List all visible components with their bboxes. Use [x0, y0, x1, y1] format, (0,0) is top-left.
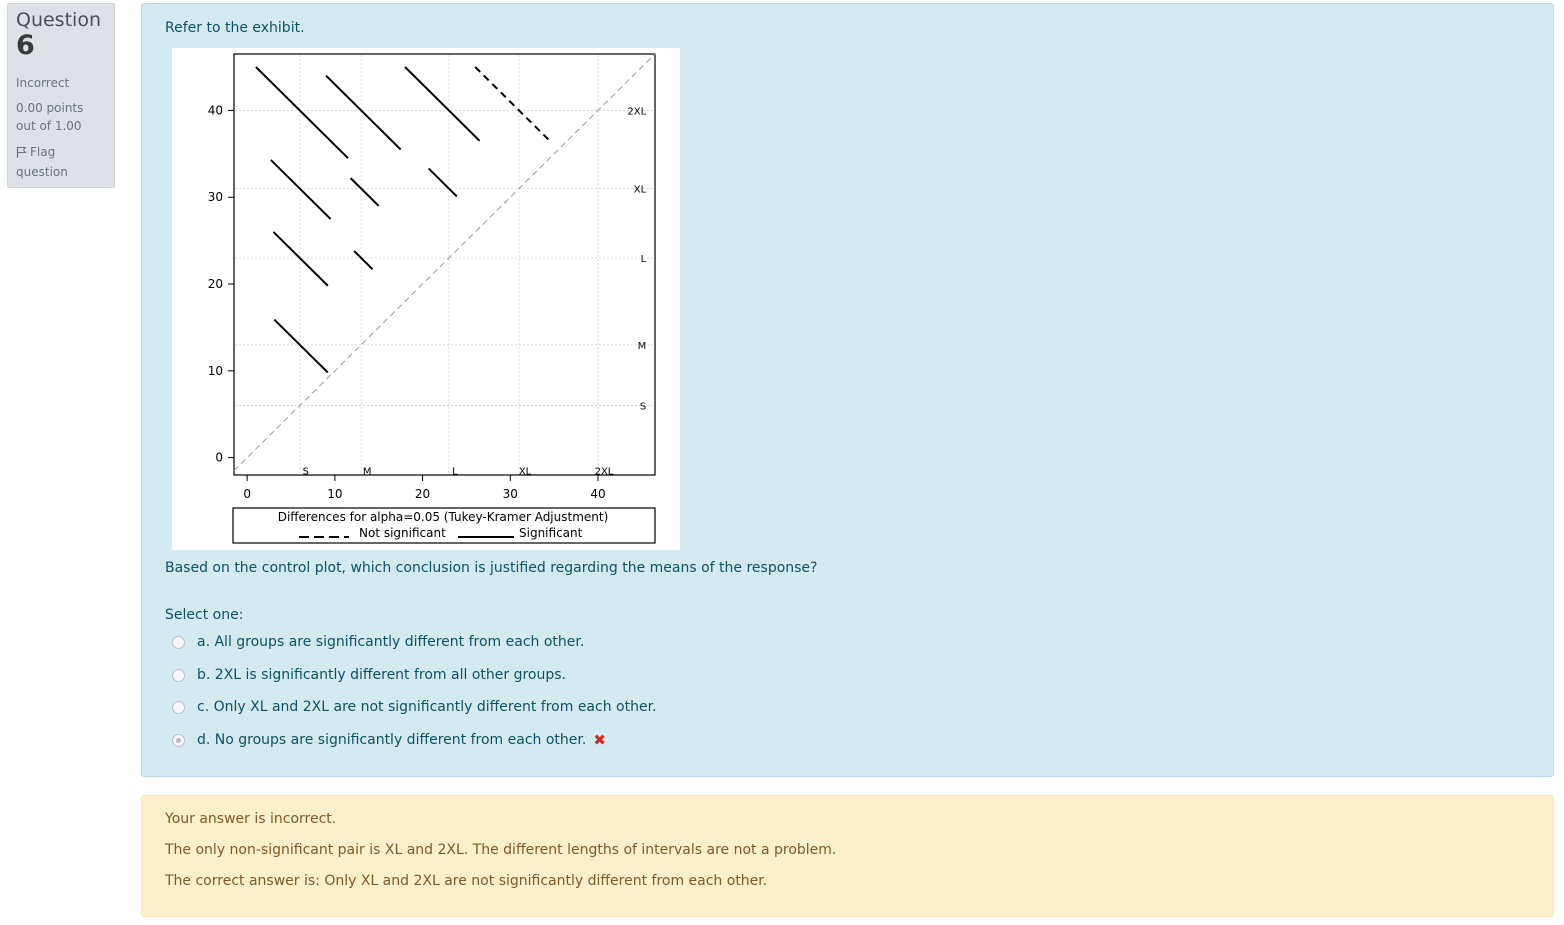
flag-label: Flag question — [16, 145, 68, 179]
question-info-panel: Question 6 Incorrect 0.00 points out of … — [7, 3, 115, 188]
group-label-x: S — [303, 467, 309, 478]
x-tick-label: 30 — [503, 487, 518, 501]
reference-diagonal — [233, 53, 656, 472]
question-intro: Refer to the exhibit. — [165, 20, 305, 36]
radio-button[interactable] — [172, 635, 185, 649]
x-tick-label: 10 — [327, 487, 342, 501]
significant-interval — [325, 74, 402, 151]
flag-question-link[interactable]: Flag question — [16, 143, 106, 181]
y-tick-label: 40 — [208, 103, 223, 117]
right-answer: The correct answer is: Only XL and 2XL a… — [165, 873, 768, 889]
legend-label-significant: Significant — [519, 526, 583, 540]
exhibit-chart: S S M M L L XL XL 2XL 2XL 0 10 20 30 40 0 10 20 30 40 Differ… — [172, 48, 680, 550]
group-label-y: XL — [634, 185, 647, 196]
radio-button-selected[interactable] — [172, 733, 185, 747]
radio-button[interactable] — [172, 668, 185, 682]
group-label-y: 2XL — [627, 106, 646, 117]
feedback-status: Your answer is incorrect. — [165, 811, 337, 827]
answer-label: c. Only XL and 2XL are not significantly… — [197, 699, 657, 715]
y-tick-label: 20 — [208, 277, 223, 291]
group-label-y: S — [640, 402, 646, 413]
significant-interval — [428, 167, 458, 198]
y-tick-label: 0 — [215, 451, 223, 465]
not-significant-interval — [474, 66, 551, 142]
general-feedback: The only non-significant pair is XL and … — [165, 842, 837, 858]
group-label-y: L — [641, 254, 647, 265]
flag-icon — [16, 145, 27, 163]
significant-interval — [270, 159, 332, 220]
x-tick-label: 40 — [590, 487, 605, 501]
group-label-y: M — [638, 341, 647, 352]
significant-interval — [404, 66, 481, 142]
group-label-x: XL — [519, 467, 532, 478]
question-label: Question — [16, 9, 101, 31]
group-label-x: 2XL — [595, 467, 614, 478]
select-one-prompt: Select one: — [165, 607, 244, 623]
radio-button[interactable] — [172, 700, 185, 714]
y-tick-label: 30 — [208, 190, 223, 204]
feedback-panel: Your answer is incorrect. The only non-s… — [141, 795, 1554, 917]
answer-label: b. 2XL is significantly different from a… — [197, 667, 566, 683]
question-state: Incorrect — [16, 76, 70, 90]
legend-title: Differences for alpha=0.05 (Tukey-Kramer… — [278, 510, 609, 524]
significant-interval — [353, 250, 374, 270]
question-text: Based on the control plot, which conclus… — [165, 560, 818, 576]
question-number: 6 — [16, 30, 35, 61]
y-tick-label: 10 — [208, 364, 223, 378]
significant-interval — [272, 231, 329, 287]
plot-frame — [233, 53, 656, 476]
incorrect-icon: ✖ — [593, 731, 606, 749]
answer-label: d. No groups are significantly different… — [197, 732, 587, 748]
answer-label: a. All groups are significantly differen… — [197, 634, 585, 650]
question-grade: 0.00 points out of 1.00 — [16, 101, 84, 133]
group-label-x: L — [452, 467, 458, 478]
answer-option-d[interactable]: d. No groups are significantly different… — [172, 729, 606, 751]
significant-interval — [255, 66, 349, 159]
legend-label-not-significant: Not significant — [359, 526, 446, 540]
significant-interval — [273, 318, 329, 374]
answer-option-c[interactable]: c. Only XL and 2XL are not significantly… — [172, 696, 657, 718]
answer-option-a[interactable]: a. All groups are significantly differen… — [172, 631, 584, 653]
x-tick-label: 20 — [415, 487, 430, 501]
x-tick-label: 0 — [243, 487, 251, 501]
answer-option-b[interactable]: b. 2XL is significantly different from a… — [172, 664, 566, 686]
significant-interval — [349, 177, 380, 207]
lsmeans-diffogram: S S M M L L XL XL 2XL 2XL 0 10 20 30 40 0 10 20 30 40 Differ… — [208, 53, 656, 544]
group-label-x: M — [363, 467, 372, 478]
question-formulation: Refer to the exhibit. S S M M L L XL XL 2XL 2XL 0 1… — [141, 3, 1554, 777]
